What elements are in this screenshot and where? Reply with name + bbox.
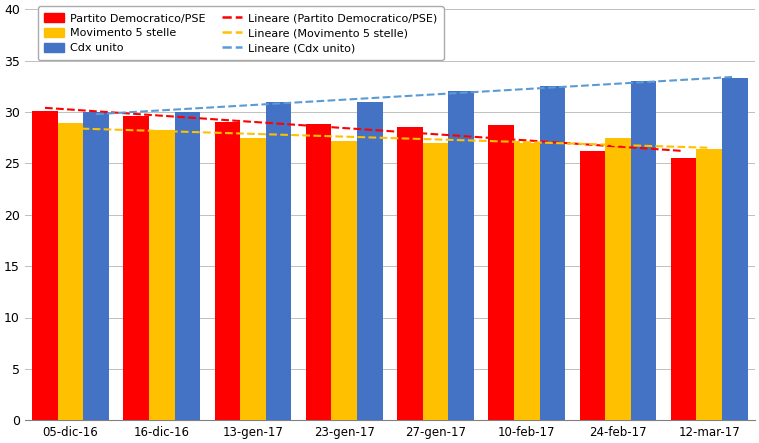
Bar <box>215 122 241 420</box>
Bar <box>488 125 514 420</box>
Bar <box>149 130 175 420</box>
Bar <box>58 123 83 420</box>
Legend: Partito Democratico/PSE, Movimento 5 stelle, Cdx unito, Lineare (Partito Democra: Partito Democratico/PSE, Movimento 5 ste… <box>38 7 443 60</box>
Bar <box>722 78 748 420</box>
Bar <box>631 81 657 420</box>
Bar <box>83 112 109 420</box>
Bar <box>580 151 605 420</box>
Bar <box>241 138 266 420</box>
Bar <box>332 141 357 420</box>
Bar <box>32 111 58 420</box>
Bar <box>397 127 423 420</box>
Bar <box>540 86 565 420</box>
Bar <box>175 112 200 420</box>
Bar <box>124 116 149 420</box>
Bar <box>697 149 722 420</box>
Bar <box>514 143 540 420</box>
Bar <box>423 143 449 420</box>
Bar <box>306 124 332 420</box>
Bar <box>357 101 383 420</box>
Bar <box>671 158 697 420</box>
Bar <box>605 138 631 420</box>
Bar <box>266 101 291 420</box>
Bar <box>449 91 474 420</box>
